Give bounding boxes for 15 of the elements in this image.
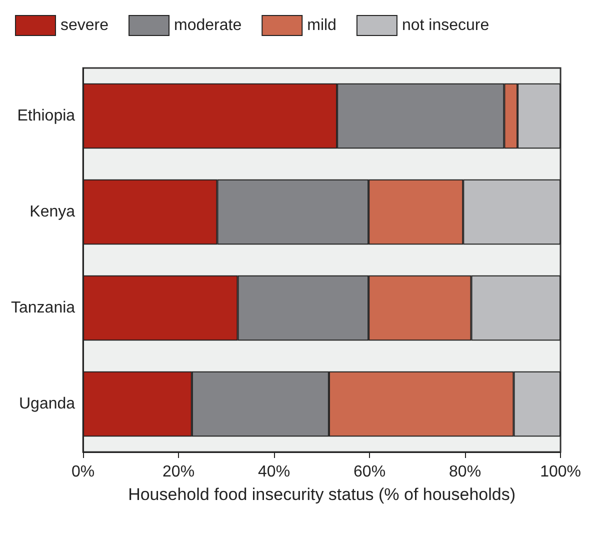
y-tick-label: Uganda xyxy=(19,396,76,412)
x-tick-label: 80% xyxy=(449,464,482,480)
x-tick-label: 100% xyxy=(540,464,581,480)
legend-label: not insecure xyxy=(402,17,490,34)
legend-label: severe xyxy=(60,17,109,34)
y-tick-label: Kenya xyxy=(30,204,76,220)
y-tick-label: Ethiopia xyxy=(17,108,76,124)
x-tick-label: 20% xyxy=(162,464,195,480)
y-tick-label: Tanzania xyxy=(11,300,76,316)
legend-label: mild xyxy=(307,17,336,34)
x-tick-label: 40% xyxy=(258,464,290,480)
legend-label: moderate xyxy=(174,17,242,34)
x-axis-title: Household food insecurity status (% of households) xyxy=(128,485,516,504)
x-tick-label: 0% xyxy=(71,464,95,480)
x-tick-label: 60% xyxy=(354,464,386,480)
